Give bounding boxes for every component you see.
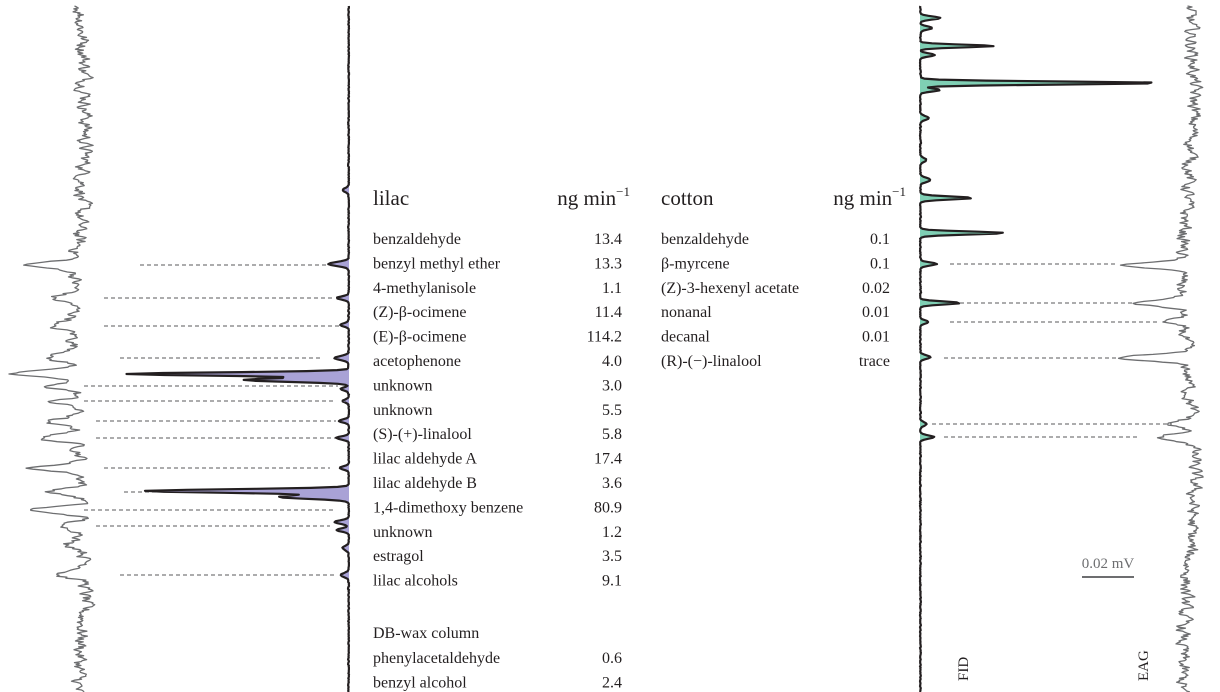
lilac-compound-name: lilac aldehyde B [373, 475, 477, 492]
lilac-compound-name: 1,4-dimethoxy benzene [373, 499, 523, 516]
lilac-compound-name: estragol [373, 548, 424, 565]
cotton-compound-name: decanal [661, 329, 710, 346]
cotton-compound-name: (R)-(−)-linalool [661, 353, 762, 370]
cotton-compound-name: nonanal [661, 304, 712, 321]
cotton-compound-name: benzaldehyde [661, 231, 749, 248]
cotton-compound-value: 0.1 [870, 255, 890, 272]
lilac-extra-compound-value: 2.4 [602, 674, 622, 691]
lilac-compound-name: (Z)-β-ocimene [373, 304, 466, 321]
lilac-compound-name: benzyl methyl ether [373, 255, 501, 272]
lilac-compound-table: benzaldehyde 13.4 benzyl methyl ether 13.3 4… [373, 231, 622, 590]
lilac-compound-value: 13.3 [594, 255, 622, 272]
cotton-unit-label: ng min−1 [833, 184, 906, 210]
cotton-compound-table: benzaldehyde 0.1 β-myrcene 0.1 (Z)-3-hexenyl… [661, 231, 890, 370]
lilac-compound-name: 4-methylanisole [373, 280, 476, 297]
scale-bar-label: 0.02 mV [1082, 556, 1135, 572]
lilac-compound-value: 13.4 [594, 231, 622, 248]
cotton-fid-trace [918, 5, 1153, 692]
lilac-compound-name: (E)-β-ocimene [373, 329, 466, 346]
lilac-compound-value: 5.5 [602, 402, 622, 419]
cotton-fid-peak-fill [920, 6, 1152, 692]
fid-trace-label: FID [956, 657, 972, 681]
cotton-compound-name: (Z)-3-hexenyl acetate [661, 280, 799, 297]
lilac-compound-value: 11.4 [595, 304, 622, 321]
cotton-compound-value: 0.1 [870, 231, 890, 248]
lilac-compound-value: 17.4 [594, 451, 622, 468]
cotton-eag-trace [1117, 5, 1204, 692]
lilac-compound-value: 1.2 [602, 524, 622, 541]
lilac-extra-compound-value: 0.6 [602, 650, 622, 667]
lilac-compound-value: 9.1 [602, 573, 622, 590]
lilac-extra-compound-name: benzyl alcohol [373, 674, 467, 691]
cotton-compound-value: 0.02 [862, 280, 890, 297]
lilac-fid-peak-fill [126, 6, 349, 692]
lilac-table-title: lilac [373, 186, 409, 210]
lilac-compound-value: 1.1 [602, 280, 622, 297]
lilac-eag-trace [8, 5, 96, 692]
cotton-compound-name: β-myrcene [661, 255, 730, 272]
lilac-extra-heading: DB-wax column [373, 625, 479, 642]
lilac-compound-name: lilac aldehyde A [373, 451, 477, 468]
lilac-compound-name: acetophenone [373, 353, 461, 370]
lilac-compound-value: 3.0 [602, 377, 622, 394]
lilac-compound-value: 4.0 [602, 353, 622, 370]
lilac-compound-name: (S)-(+)-linalool [373, 426, 472, 443]
lilac-compound-name: unknown [373, 377, 433, 394]
lilac-compound-value: 80.9 [594, 499, 622, 516]
lilac-unit-label: ng min−1 [557, 184, 630, 210]
lilac-compound-value: 5.8 [602, 426, 622, 443]
lilac-extra-compound-table: phenylacetaldehyde 0.6 benzyl alcohol 2.4 [373, 650, 622, 691]
lilac-compound-value: 3.6 [602, 475, 622, 492]
cotton-compound-value: trace [859, 353, 890, 370]
lilac-fid-trace [125, 5, 351, 692]
lilac-compound-name: unknown [373, 524, 433, 541]
cotton-table-title: cotton [661, 186, 714, 210]
lilac-extra-compound-name: phenylacetaldehyde [373, 650, 500, 667]
eag-trace-label: EAG [1136, 650, 1152, 681]
cotton-compound-value: 0.01 [862, 304, 890, 321]
lilac-compound-name: unknown [373, 402, 433, 419]
cotton-link-lines [932, 263, 1172, 438]
lilac-compound-value: 114.2 [587, 329, 622, 346]
lilac-compound-name: lilac alcohols [373, 573, 458, 590]
cotton-compound-value: 0.01 [862, 329, 890, 346]
lilac-compound-value: 3.5 [602, 548, 622, 565]
lilac-compound-name: benzaldehyde [373, 231, 461, 248]
lilac-link-lines [84, 264, 340, 576]
